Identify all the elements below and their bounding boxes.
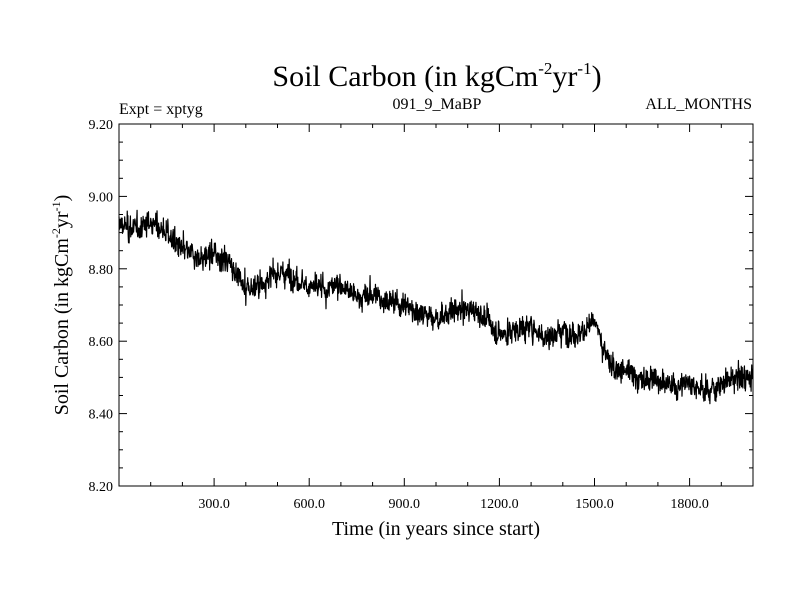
chart-title-sup2: -1 <box>577 59 591 78</box>
expt-label: Expt = xptyg <box>119 101 203 118</box>
months-label: ALL_MONTHS <box>645 96 752 113</box>
soil-carbon-series-line <box>118 209 754 405</box>
axis-ticks <box>119 123 753 487</box>
x-tick-label: 600.0 <box>293 497 325 512</box>
axis-tick-labels: 8.20 8.40 8.60 8.80 9.00 9.20 300.0 600.0 900.0 1… <box>89 118 709 512</box>
y-tick-label: 9.20 <box>89 118 114 133</box>
x-axis-label: Time (in years since start) <box>332 518 540 540</box>
x-tick-label: 900.0 <box>389 497 421 512</box>
y-axis-label-mid: yr <box>51 211 73 228</box>
chart-title-mid: yr <box>552 60 577 93</box>
series-layer <box>118 209 754 405</box>
chart-title-main: Soil Carbon (in kgCm <box>272 60 538 93</box>
x-tick-label: 1800.0 <box>670 497 709 512</box>
y-tick-label: 8.80 <box>89 263 114 278</box>
chart-title-sup1: -2 <box>538 59 552 78</box>
y-axis-label-end: ) <box>51 195 73 202</box>
x-tick-label: 300.0 <box>198 497 230 512</box>
y-axis-label: Soil Carbon (in kgCm-2yr-1) <box>49 195 73 416</box>
y-tick-label: 8.60 <box>89 335 114 350</box>
chart-title: Soil Carbon (in kgCm-2yr-1) <box>272 59 601 93</box>
y-tick-label: 8.20 <box>89 480 114 495</box>
chart-title-end: ) <box>592 60 602 93</box>
y-axis-label-sup1: -2 <box>49 228 63 238</box>
x-tick-label: 1500.0 <box>575 497 614 512</box>
time-slice-label: 091_9_MaBP <box>393 96 482 113</box>
y-tick-label: 8.40 <box>89 408 114 423</box>
y-axis-label-sup2: -1 <box>49 201 63 211</box>
y-tick-label: 9.00 <box>89 190 114 205</box>
y-axis-label-main: Soil Carbon (in kgCm <box>51 238 73 416</box>
plot-frame <box>118 123 754 487</box>
x-tick-label: 1200.0 <box>480 497 519 512</box>
